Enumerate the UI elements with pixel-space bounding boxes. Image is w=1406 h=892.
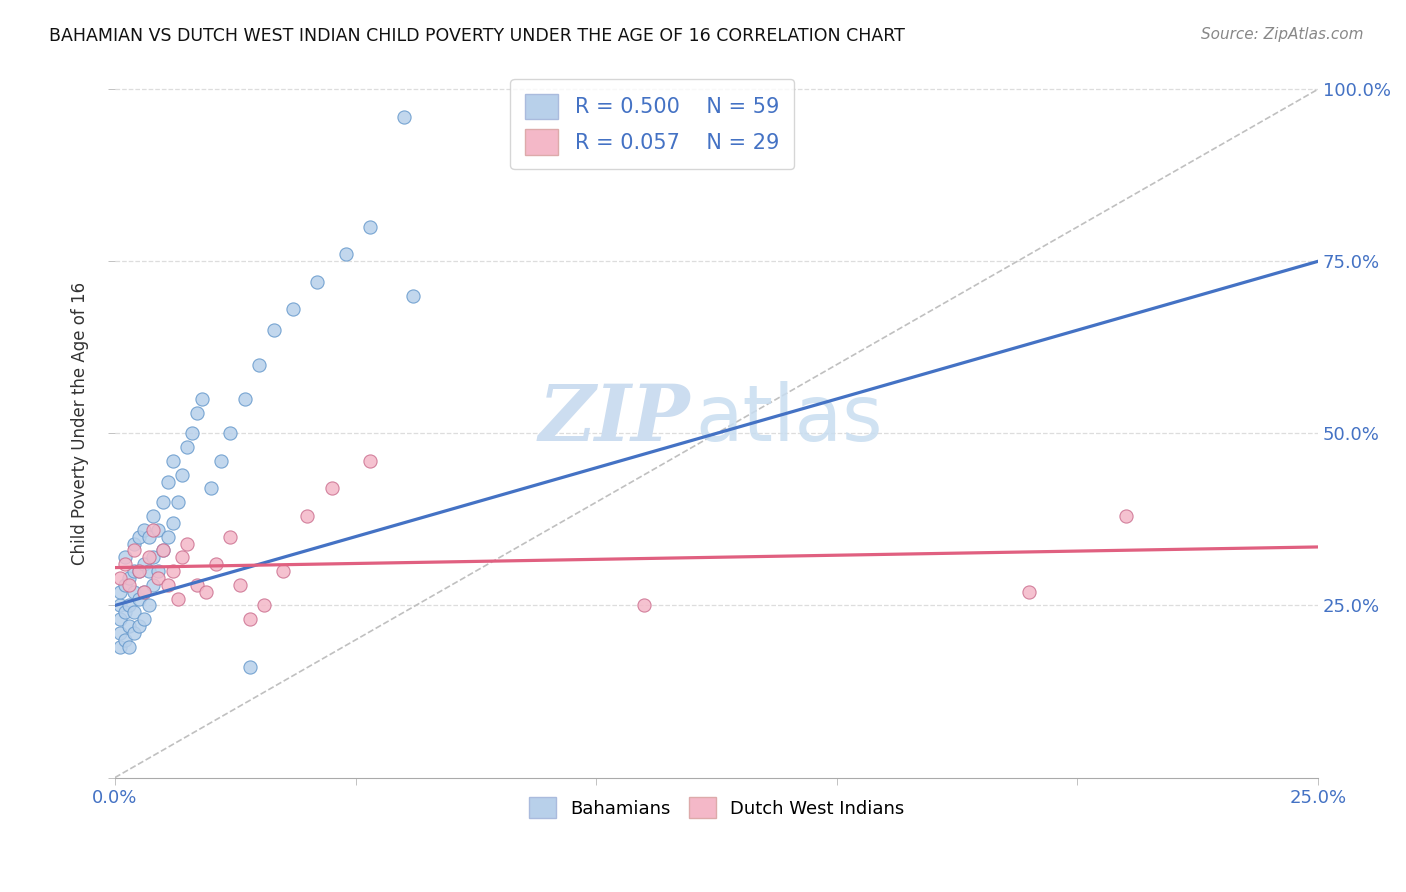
- Point: [128, 591, 150, 606]
- Point: [108, 640, 131, 654]
- Point: [307, 275, 329, 289]
- Point: [219, 530, 242, 544]
- Point: [156, 578, 179, 592]
- Point: [128, 564, 150, 578]
- Point: [138, 599, 160, 613]
- Point: [233, 392, 256, 406]
- Point: [138, 550, 160, 565]
- Point: [152, 543, 174, 558]
- Point: [239, 612, 262, 626]
- Point: [122, 536, 145, 550]
- Point: [138, 530, 160, 544]
- Point: [335, 247, 357, 261]
- Point: [359, 219, 381, 234]
- Legend: Bahamians, Dutch West Indians: Bahamians, Dutch West Indians: [522, 790, 911, 825]
- Point: [114, 605, 136, 619]
- Point: [176, 536, 198, 550]
- Point: [176, 440, 198, 454]
- Text: ZIP: ZIP: [538, 381, 690, 458]
- Point: [118, 599, 141, 613]
- Point: [142, 578, 165, 592]
- Point: [142, 508, 165, 523]
- Point: [118, 571, 141, 585]
- Point: [633, 599, 655, 613]
- Text: atlas: atlas: [695, 382, 883, 458]
- Point: [108, 626, 131, 640]
- Point: [219, 426, 242, 441]
- Point: [132, 584, 155, 599]
- Point: [172, 550, 194, 565]
- Point: [108, 599, 131, 613]
- Point: [114, 632, 136, 647]
- Point: [118, 640, 141, 654]
- Point: [152, 543, 174, 558]
- Point: [186, 406, 208, 420]
- Point: [132, 523, 155, 537]
- Point: [122, 564, 145, 578]
- Point: [181, 426, 204, 441]
- Point: [114, 557, 136, 571]
- Point: [321, 482, 343, 496]
- Point: [148, 523, 170, 537]
- Point: [128, 619, 150, 633]
- Point: [114, 550, 136, 565]
- Point: [128, 564, 150, 578]
- Point: [118, 619, 141, 633]
- Point: [162, 564, 184, 578]
- Point: [162, 454, 184, 468]
- Point: [209, 454, 232, 468]
- Point: [166, 495, 188, 509]
- Point: [253, 599, 276, 613]
- Point: [205, 557, 228, 571]
- Point: [122, 626, 145, 640]
- Point: [402, 288, 425, 302]
- Point: [108, 571, 131, 585]
- Text: BAHAMIAN VS DUTCH WEST INDIAN CHILD POVERTY UNDER THE AGE OF 16 CORRELATION CHAR: BAHAMIAN VS DUTCH WEST INDIAN CHILD POVE…: [49, 27, 905, 45]
- Point: [195, 584, 218, 599]
- Point: [122, 543, 145, 558]
- Point: [1018, 584, 1040, 599]
- Point: [273, 564, 295, 578]
- Point: [166, 591, 188, 606]
- Point: [297, 508, 319, 523]
- Point: [118, 578, 141, 592]
- Point: [128, 530, 150, 544]
- Point: [247, 358, 270, 372]
- Point: [148, 571, 170, 585]
- Point: [152, 495, 174, 509]
- Point: [1115, 508, 1137, 523]
- Y-axis label: Child Poverty Under the Age of 16: Child Poverty Under the Age of 16: [72, 282, 89, 565]
- Point: [281, 302, 304, 317]
- Point: [142, 550, 165, 565]
- Point: [186, 578, 208, 592]
- Point: [148, 564, 170, 578]
- Point: [263, 323, 285, 337]
- Text: Source: ZipAtlas.com: Source: ZipAtlas.com: [1201, 27, 1364, 42]
- Point: [122, 584, 145, 599]
- Point: [200, 482, 222, 496]
- Point: [156, 475, 179, 489]
- Point: [108, 612, 131, 626]
- Point: [359, 454, 381, 468]
- Point: [132, 584, 155, 599]
- Point: [132, 557, 155, 571]
- Point: [108, 584, 131, 599]
- Point: [162, 516, 184, 530]
- Point: [156, 530, 179, 544]
- Point: [239, 660, 262, 674]
- Point: [132, 612, 155, 626]
- Point: [172, 467, 194, 482]
- Point: [122, 605, 145, 619]
- Point: [114, 578, 136, 592]
- Point: [229, 578, 252, 592]
- Point: [392, 110, 415, 124]
- Point: [190, 392, 212, 406]
- Point: [138, 564, 160, 578]
- Point: [142, 523, 165, 537]
